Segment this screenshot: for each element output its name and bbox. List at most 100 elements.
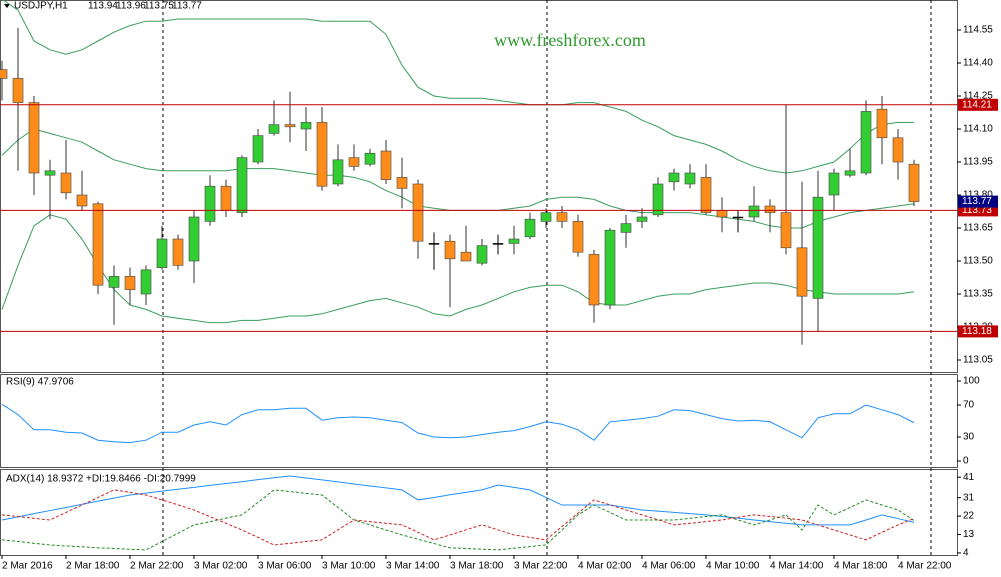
candle-body [684, 172, 696, 185]
candle-body [716, 210, 728, 218]
x-tick-label: 3 Mar 02:00 [194, 561, 248, 572]
level-label: 114.21 [962, 99, 992, 110]
y-tick-label: 114.55 [963, 25, 993, 36]
pane-plot [1, 475, 915, 551]
x-tick-label: 4 Mar 22:00 [898, 561, 952, 572]
header-close: 113.77 [172, 1, 202, 12]
candle-body [124, 276, 136, 290]
candle-body [172, 238, 184, 266]
candle-body [876, 108, 888, 139]
x-tick-label: 4 Mar 18:00 [834, 561, 888, 572]
candle-body [908, 163, 920, 202]
y-tick-label: 0 [963, 456, 969, 467]
candle-body [652, 183, 664, 216]
level-label-box [958, 325, 998, 338]
price-label-box [958, 195, 998, 208]
symbol-icon [4, 4, 10, 8]
y-tick-label: 70 [963, 400, 975, 411]
y-tick-label: 13 [963, 529, 975, 540]
candle-body [668, 172, 680, 183]
candle-body [12, 78, 24, 103]
candle-body [268, 124, 280, 134]
candle-body [476, 245, 488, 264]
x-tick-label: 2 Mar 18:00 [66, 561, 120, 572]
candle-body [604, 229, 616, 306]
y-tick-label: 113.65 [963, 223, 993, 234]
candle-body [396, 177, 408, 189]
candle-body [204, 185, 216, 222]
price-label: 113.77 [962, 196, 992, 207]
y-tick-label: 113.50 [963, 256, 993, 267]
header-open: 113.94 [88, 1, 118, 12]
x-tick-label: 3 Mar 10:00 [322, 561, 376, 572]
bollinger-band [2, 0, 914, 174]
candle-body [844, 170, 856, 176]
pane-plot [1, 403, 915, 444]
y-tick-label: 41 [963, 472, 975, 483]
y-tick-label: 100 [963, 376, 980, 387]
candle-body [700, 177, 712, 213]
bollinger-band [1, 214, 915, 324]
candle-body [828, 172, 840, 196]
x-tick-label: 3 Mar 22:00 [514, 561, 568, 572]
candle-body [556, 212, 568, 222]
candle-body [348, 157, 360, 167]
pane-title: RSI(9) 47.9706 [6, 377, 74, 388]
candle-body [380, 150, 392, 180]
candle-body [620, 223, 632, 233]
x-tick-label: 2 Mar 2016 [2, 561, 53, 572]
pane-title: ADX(14) 18.9372 +DI:19.8466 -DI:20.7999 [6, 474, 196, 485]
candle-body [764, 205, 776, 213]
x-tick-label: 4 Mar 02:00 [578, 561, 632, 572]
y-tick-label: 113.80 [963, 190, 993, 201]
level-label-box [958, 98, 998, 111]
y-tick-label: 113.05 [963, 355, 993, 366]
x-tick-label: 4 Mar 06:00 [642, 561, 696, 572]
candle-body [428, 243, 440, 245]
candle-body [236, 157, 248, 213]
rsi-pane [0, 374, 958, 468]
candle-body [588, 254, 600, 306]
candle-body [44, 170, 56, 176]
x-tick-label: 3 Mar 14:00 [386, 561, 440, 572]
candle-body [284, 124, 296, 128]
candle-body [524, 218, 536, 238]
y-tick-label: 31 [963, 492, 975, 503]
candle-body [460, 251, 472, 262]
candle-body [364, 152, 376, 165]
candle-body [748, 205, 760, 218]
candle-body [92, 203, 104, 286]
candle-body [636, 216, 648, 222]
candle-body [572, 221, 584, 253]
candle-body [860, 111, 872, 174]
main-pane [0, 0, 958, 373]
x-tick-label: 2 Mar 22:00 [130, 561, 184, 572]
candle-body [540, 212, 552, 222]
level-label: 113.73 [962, 205, 992, 216]
candle-body [892, 137, 904, 163]
candle-body [140, 269, 152, 295]
header-low: 113.75 [144, 1, 174, 12]
candle-body [188, 216, 200, 262]
candle-body [444, 240, 456, 260]
y-tick-label: 114.10 [963, 124, 993, 135]
candle-body [412, 183, 424, 242]
candle-body [60, 172, 72, 194]
candle-body [0, 69, 8, 79]
candle-body [252, 135, 264, 163]
y-tick-label: 113.95 [963, 157, 993, 168]
indicator-line [1, 489, 915, 551]
y-tick-label: 22 [963, 511, 975, 522]
candle-body [108, 276, 120, 288]
watermark: www.freshforex.com [494, 30, 646, 50]
indicator-line [1, 403, 915, 444]
candle-body [780, 212, 792, 249]
candle-body [156, 238, 168, 268]
adx-pane [0, 469, 958, 556]
y-tick-label: 30 [963, 432, 975, 443]
indicator-line [1, 475, 915, 526]
x-tick-label: 4 Mar 10:00 [706, 561, 760, 572]
y-tick-label: 114.25 [963, 91, 993, 102]
